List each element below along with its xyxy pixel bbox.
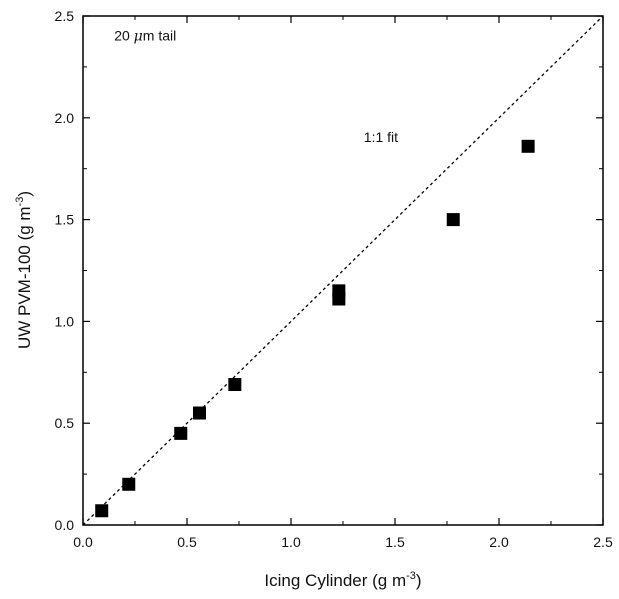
y-tick-label: 2.5 bbox=[55, 8, 75, 24]
data-points bbox=[95, 139, 535, 518]
x-tick-label: 1.5 bbox=[385, 534, 405, 550]
data-point bbox=[446, 213, 460, 227]
y-tick-label: 1.0 bbox=[55, 313, 75, 329]
y-tick-label: 0.5 bbox=[55, 415, 75, 431]
reference-line-label: 1:1 fit bbox=[364, 129, 398, 145]
annotation-label: 20 μm tail bbox=[114, 27, 176, 44]
reference-line-group: 1:1 fit bbox=[82, 15, 604, 526]
y-tick-label: 1.5 bbox=[55, 212, 75, 228]
reference-line bbox=[82, 15, 604, 526]
x-tick-label: 0.5 bbox=[177, 534, 197, 550]
data-point bbox=[122, 477, 136, 491]
x-tick-label: 2.0 bbox=[489, 534, 509, 550]
x-tick-label: 1.0 bbox=[281, 534, 301, 550]
x-axis-title: Icing Cylinder (g m-3) bbox=[264, 570, 421, 590]
annotations: 20 μm tail bbox=[114, 27, 176, 44]
x-tick-label: 0.0 bbox=[73, 534, 93, 550]
y-axis-ticks: 0.0 0.5 1.0 1.5 2.0 2.5 bbox=[55, 8, 603, 533]
y-axis-title: UW PVM-100 (g m-3) bbox=[14, 191, 34, 349]
y-tick-label: 0.0 bbox=[55, 517, 75, 533]
x-axis-ticks: 0.0 0.5 1.0 1.5 2.0 2.5 bbox=[73, 16, 613, 550]
data-point bbox=[192, 406, 206, 420]
data-point bbox=[228, 378, 242, 392]
x-tick-label: 2.5 bbox=[593, 534, 613, 550]
data-point bbox=[95, 504, 109, 518]
y-tick-label: 2.0 bbox=[55, 110, 75, 126]
data-point bbox=[174, 426, 188, 440]
data-point bbox=[521, 139, 535, 153]
data-point bbox=[332, 284, 346, 298]
